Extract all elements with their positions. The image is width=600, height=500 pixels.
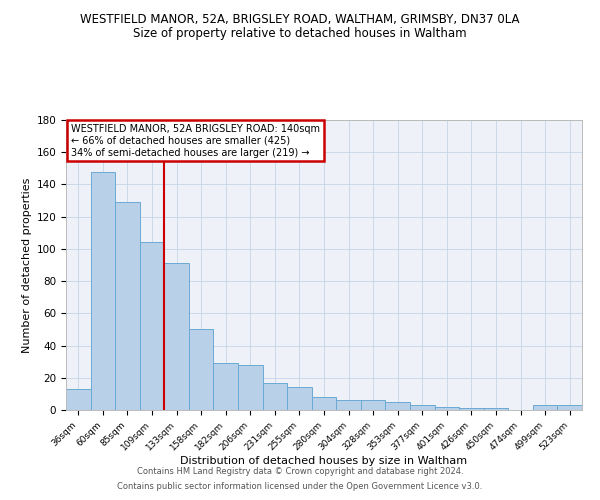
Bar (533, 405, 557, 410)
Bar (238, 365, 263, 410)
Text: Contains public sector information licensed under the Open Government Licence v3: Contains public sector information licen… (118, 482, 482, 491)
Bar (336, 400, 361, 410)
Bar (385, 402, 410, 410)
Text: Contains HM Land Registry data © Crown copyright and database right 2024.: Contains HM Land Registry data © Crown c… (137, 467, 463, 476)
X-axis label: Distribution of detached houses by size in Waltham: Distribution of detached houses by size … (181, 456, 467, 466)
Bar (140, 242, 164, 410)
Bar (312, 397, 336, 410)
Bar (361, 400, 385, 410)
Y-axis label: Number of detached properties: Number of detached properties (22, 178, 32, 352)
Bar (115, 202, 140, 410)
Bar (91, 172, 115, 410)
Text: WESTFIELD MANOR, 52A BRIGSLEY ROAD: 140sqm
← 66% of detached houses are smaller : WESTFIELD MANOR, 52A BRIGSLEY ROAD: 140s… (71, 124, 320, 158)
Bar (484, 408, 508, 410)
Bar (459, 408, 484, 410)
Bar (189, 330, 214, 410)
Bar (164, 264, 189, 410)
Bar (434, 407, 459, 410)
Text: Size of property relative to detached houses in Waltham: Size of property relative to detached ho… (133, 28, 467, 40)
Bar (214, 364, 238, 410)
Bar (287, 388, 312, 410)
Text: WESTFIELD MANOR, 52A, BRIGSLEY ROAD, WALTHAM, GRIMSBY, DN37 0LA: WESTFIELD MANOR, 52A, BRIGSLEY ROAD, WAL… (80, 12, 520, 26)
Bar (410, 405, 434, 410)
Bar (557, 405, 582, 410)
Bar (263, 382, 287, 410)
Bar (66, 389, 91, 410)
